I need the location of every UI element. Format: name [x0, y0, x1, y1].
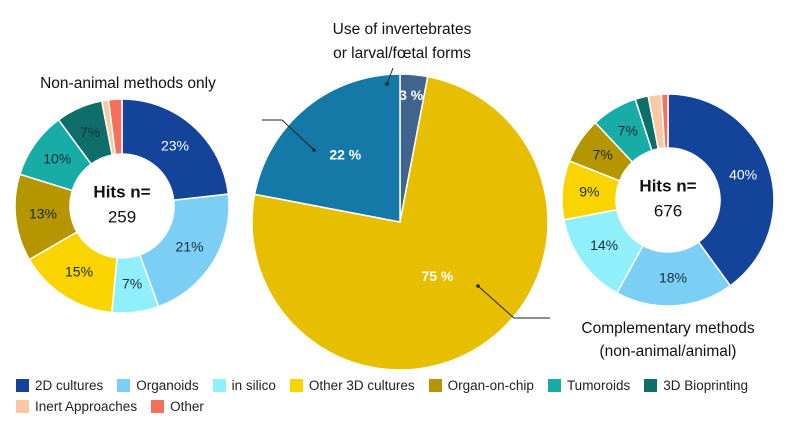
donut1-slice-other [107, 98, 123, 156]
leader-line-complementary [477, 285, 550, 319]
legend-label-2d-cultures: 2D cultures [35, 378, 104, 393]
leader-dot-1 [312, 148, 316, 152]
legend-item-other-3d-cultures: Other 3D cultures [289, 378, 415, 393]
legend-swatch-in-silico [212, 379, 226, 392]
legend-label-inert-approaches: Inert Approaches [35, 399, 138, 414]
legend-label-other-3d-cultures: Other 3D cultures [308, 378, 415, 393]
donut1-center-label: Hits n= [93, 182, 150, 201]
leader-line-non-animal [262, 119, 315, 151]
legend-swatch-3d-bioprinting [644, 379, 658, 392]
legend-label-3d-bioprinting: 3D Bioprinting [663, 378, 749, 393]
legend-swatch-inert-approaches [16, 400, 29, 413]
pie-annotation-complementary-line2: (non-animal/animal) [600, 343, 737, 360]
legend-item-organoids: Organoids [117, 378, 199, 393]
pie-label-invertebrates: 3 % [399, 87, 424, 103]
legend-item-other: Other [151, 399, 204, 414]
donut1-label-tumoroids: 10% [43, 151, 71, 167]
legend-item-3d-bioprinting: 3D Bioprinting [644, 378, 748, 393]
donut2-label-tumoroids: 7% [618, 123, 638, 139]
donut2-label-2d-cultures: 40% [729, 166, 757, 182]
legend-label-in-silico: in silico [231, 378, 276, 393]
pie-label-non-animal: 22 % [329, 147, 361, 163]
donut1-center-value: 259 [108, 207, 136, 226]
legend-swatch-other [151, 400, 165, 413]
legend-swatch-2d-cultures [16, 379, 29, 392]
legend-swatch-tumoroids [547, 379, 561, 392]
donut1-label-other-3d-cultures: 15% [65, 264, 93, 280]
donut2-slice-other [660, 93, 669, 149]
legend-label-organoids: Organoids [136, 378, 199, 393]
donut2-label-in-silico: 14% [590, 237, 618, 253]
donut1-title: Non-animal methods only [40, 75, 216, 92]
legend-swatch-organoids [117, 379, 131, 392]
donut2-label-organ-on-chip: 7% [593, 146, 613, 162]
leader-dot-0 [476, 284, 480, 288]
pie-annotation-invertebrates-line1: Use of invertebrates [333, 21, 472, 38]
donut1-label-organoids: 21% [176, 239, 204, 255]
legend-item-tumoroids: Tumoroids [547, 378, 631, 393]
donut2-label-other-3d-cultures: 9% [579, 183, 599, 199]
legend: 2D cultures Organoids in silico Other 3D cu… [16, 378, 796, 414]
donut2-center-label: Hits n= [639, 176, 696, 195]
pie-label-complementary: 75 % [421, 268, 453, 284]
legend-label-other: Other [170, 399, 204, 414]
donut2-center-value: 676 [654, 201, 682, 220]
pie-annotation-complementary-line1: Complementary methods [581, 320, 754, 337]
pie-slice-non-animal [253, 73, 401, 223]
legend-label-organ-on-chip: Organ-on-chip [447, 378, 534, 393]
leader-dot-2 [385, 82, 389, 86]
legend-item-organ-on-chip: Organ-on-chip [428, 378, 534, 393]
legend-swatch-other-3d-cultures [289, 379, 303, 392]
donut2-slice-2d-cultures [667, 93, 775, 287]
legend-swatch-organ-on-chip [428, 379, 442, 392]
legend-item-2d-cultures: 2D cultures [16, 378, 103, 393]
pie-slice-complementary [251, 75, 549, 371]
donut1-slice-organoids [138, 193, 230, 308]
legend-item-in-silico: in silico [212, 378, 276, 393]
donut2-label-organoids: 18% [659, 270, 687, 286]
donut1-label-2d-cultures: 23% [161, 137, 189, 153]
donut1-slice-2d-cultures [121, 98, 230, 202]
donut1-label-organ-on-chip: 13% [29, 206, 57, 222]
donut1-label-3d-bioprinting: 7% [80, 124, 100, 140]
pie-annotation-invertebrates-line2: or larval/fœtal forms [333, 45, 471, 62]
legend-label-tumoroids: Tumoroids [566, 378, 631, 393]
leader-line-invertebrates [386, 67, 394, 85]
legend-item-inert-approaches: Inert Approaches [16, 399, 137, 414]
donut1-label-in-silico: 7% [122, 276, 142, 292]
